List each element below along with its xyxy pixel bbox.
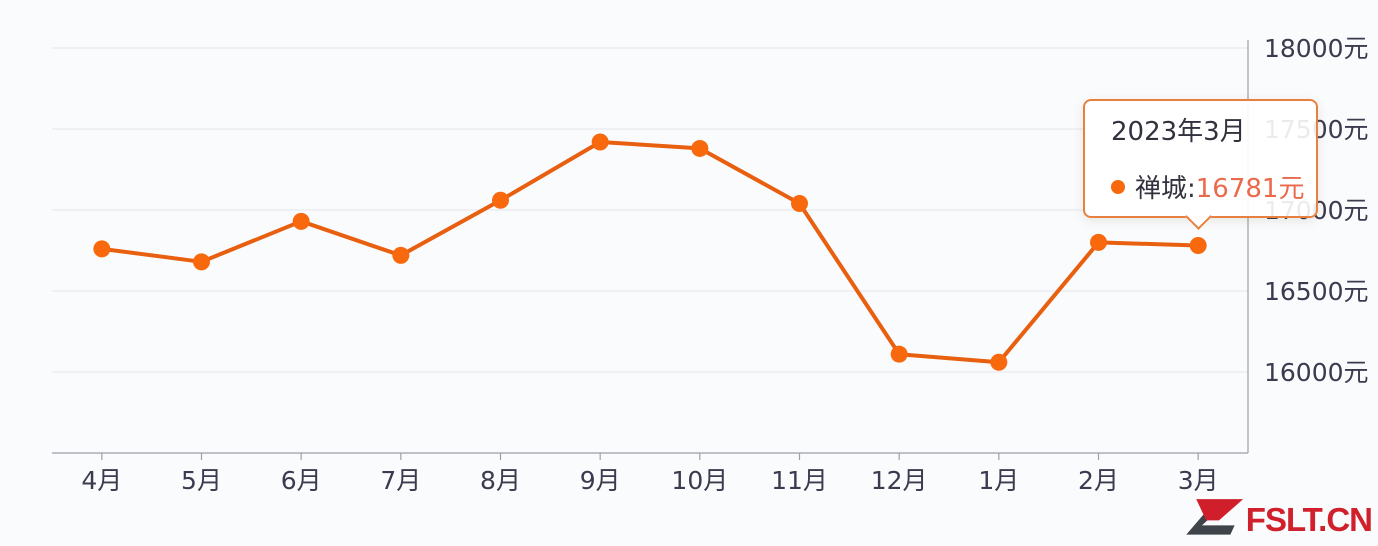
data-point[interactable] xyxy=(691,139,709,157)
data-point[interactable] xyxy=(791,195,808,213)
watermark: FSLT.CN xyxy=(1182,494,1373,544)
x-axis-label: 9月 xyxy=(580,466,621,495)
x-axis-label: 8月 xyxy=(480,466,521,495)
series-line xyxy=(99,140,1201,365)
data-point[interactable] xyxy=(392,246,410,264)
x-axis-label: 2月 xyxy=(1078,466,1119,495)
series-marker-icon xyxy=(1111,179,1125,194)
data-point[interactable] xyxy=(1090,233,1107,251)
fslt-logo-icon xyxy=(1186,499,1243,535)
data-point[interactable] xyxy=(93,240,111,258)
tooltip-row: 禅城: 16781元 xyxy=(1111,168,1304,205)
x-axis-label: 4月 xyxy=(81,466,122,495)
watermark-text: FSLT.CN xyxy=(1245,500,1373,538)
tooltip-series-value: 16781元 xyxy=(1195,174,1305,204)
data-point[interactable] xyxy=(292,212,310,230)
x-axis-label: 3月 xyxy=(1178,466,1219,495)
x-axis-label: 7月 xyxy=(380,466,421,495)
data-point[interactable] xyxy=(990,353,1008,371)
data-point[interactable] xyxy=(193,253,210,271)
y-axis-label: 16500元 xyxy=(1264,277,1369,306)
x-axis-label: 12月 xyxy=(871,466,928,495)
x-axis-label: 5月 xyxy=(181,466,222,495)
tooltip: 2023年3月 禅城: 16781元 xyxy=(1083,99,1318,230)
y-axis-label: 18000元 xyxy=(1264,34,1369,63)
data-point[interactable] xyxy=(890,345,908,363)
x-axis-label: 6月 xyxy=(281,466,322,495)
data-point[interactable] xyxy=(1189,236,1207,254)
y-axis-label: 16000元 xyxy=(1264,358,1369,387)
data-point[interactable] xyxy=(492,191,509,209)
tooltip-series-label: 禅城: xyxy=(1135,174,1196,204)
x-axis-label: 1月 xyxy=(978,466,1019,495)
data-point[interactable] xyxy=(591,133,609,151)
tooltip-title: 2023年3月 xyxy=(1111,117,1246,147)
x-axis-label: 10月 xyxy=(671,466,728,495)
x-axis-label: 11月 xyxy=(771,466,828,495)
